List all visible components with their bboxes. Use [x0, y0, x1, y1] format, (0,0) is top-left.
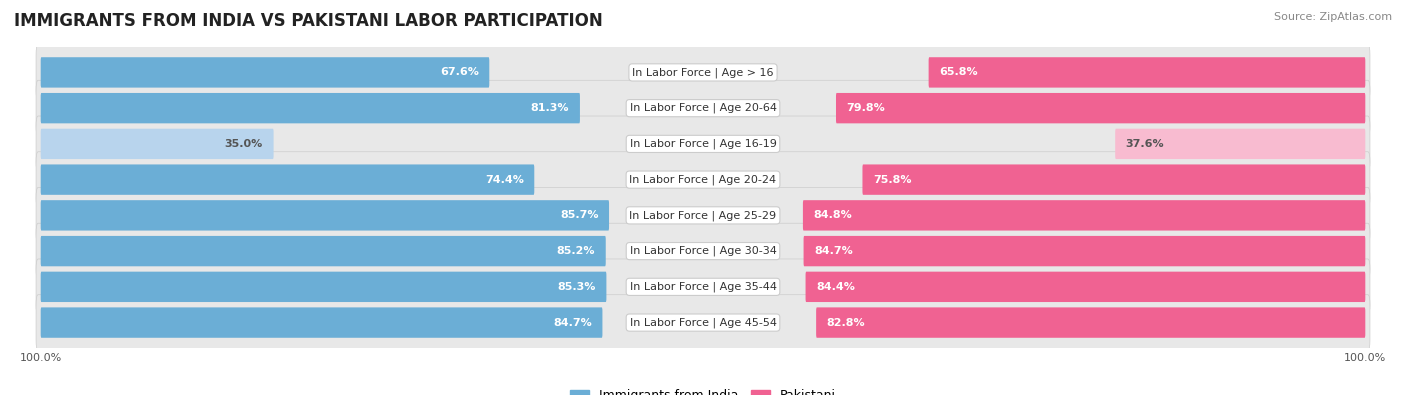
FancyBboxPatch shape [37, 295, 1369, 350]
Text: In Labor Force | Age 25-29: In Labor Force | Age 25-29 [630, 210, 776, 221]
Text: In Labor Force | Age 30-34: In Labor Force | Age 30-34 [630, 246, 776, 256]
Text: 85.2%: 85.2% [557, 246, 595, 256]
FancyBboxPatch shape [41, 129, 274, 159]
FancyBboxPatch shape [37, 116, 1369, 172]
Text: 82.8%: 82.8% [827, 318, 865, 327]
Text: 75.8%: 75.8% [873, 175, 911, 184]
Text: In Labor Force | Age 16-19: In Labor Force | Age 16-19 [630, 139, 776, 149]
FancyBboxPatch shape [41, 236, 606, 266]
Text: In Labor Force | Age 45-54: In Labor Force | Age 45-54 [630, 317, 776, 328]
Text: 85.7%: 85.7% [560, 211, 599, 220]
Text: 84.8%: 84.8% [814, 211, 852, 220]
FancyBboxPatch shape [41, 200, 609, 231]
FancyBboxPatch shape [806, 272, 1365, 302]
Text: IMMIGRANTS FROM INDIA VS PAKISTANI LABOR PARTICIPATION: IMMIGRANTS FROM INDIA VS PAKISTANI LABOR… [14, 12, 603, 30]
Legend: Immigrants from India, Pakistani: Immigrants from India, Pakistani [565, 384, 841, 395]
Text: 81.3%: 81.3% [531, 103, 569, 113]
FancyBboxPatch shape [862, 164, 1365, 195]
FancyBboxPatch shape [41, 307, 602, 338]
Text: 74.4%: 74.4% [485, 175, 523, 184]
FancyBboxPatch shape [37, 259, 1369, 315]
Text: 37.6%: 37.6% [1126, 139, 1164, 149]
FancyBboxPatch shape [37, 80, 1369, 136]
FancyBboxPatch shape [37, 45, 1369, 100]
FancyBboxPatch shape [804, 236, 1365, 266]
Text: Source: ZipAtlas.com: Source: ZipAtlas.com [1274, 12, 1392, 22]
FancyBboxPatch shape [37, 152, 1369, 207]
FancyBboxPatch shape [41, 57, 489, 88]
Text: In Labor Force | Age 20-64: In Labor Force | Age 20-64 [630, 103, 776, 113]
FancyBboxPatch shape [41, 272, 606, 302]
Text: 85.3%: 85.3% [557, 282, 596, 292]
Text: 84.7%: 84.7% [814, 246, 853, 256]
FancyBboxPatch shape [41, 93, 579, 123]
Text: 84.7%: 84.7% [553, 318, 592, 327]
FancyBboxPatch shape [928, 57, 1365, 88]
FancyBboxPatch shape [815, 307, 1365, 338]
Text: 79.8%: 79.8% [846, 103, 886, 113]
FancyBboxPatch shape [837, 93, 1365, 123]
Text: 35.0%: 35.0% [225, 139, 263, 149]
FancyBboxPatch shape [803, 200, 1365, 231]
Text: 67.6%: 67.6% [440, 68, 478, 77]
Text: In Labor Force | Age 20-24: In Labor Force | Age 20-24 [630, 174, 776, 185]
Text: 84.4%: 84.4% [815, 282, 855, 292]
Text: In Labor Force | Age > 16: In Labor Force | Age > 16 [633, 67, 773, 78]
FancyBboxPatch shape [37, 223, 1369, 279]
Text: 65.8%: 65.8% [939, 68, 977, 77]
FancyBboxPatch shape [37, 188, 1369, 243]
Text: In Labor Force | Age 35-44: In Labor Force | Age 35-44 [630, 282, 776, 292]
FancyBboxPatch shape [41, 164, 534, 195]
FancyBboxPatch shape [1115, 129, 1365, 159]
